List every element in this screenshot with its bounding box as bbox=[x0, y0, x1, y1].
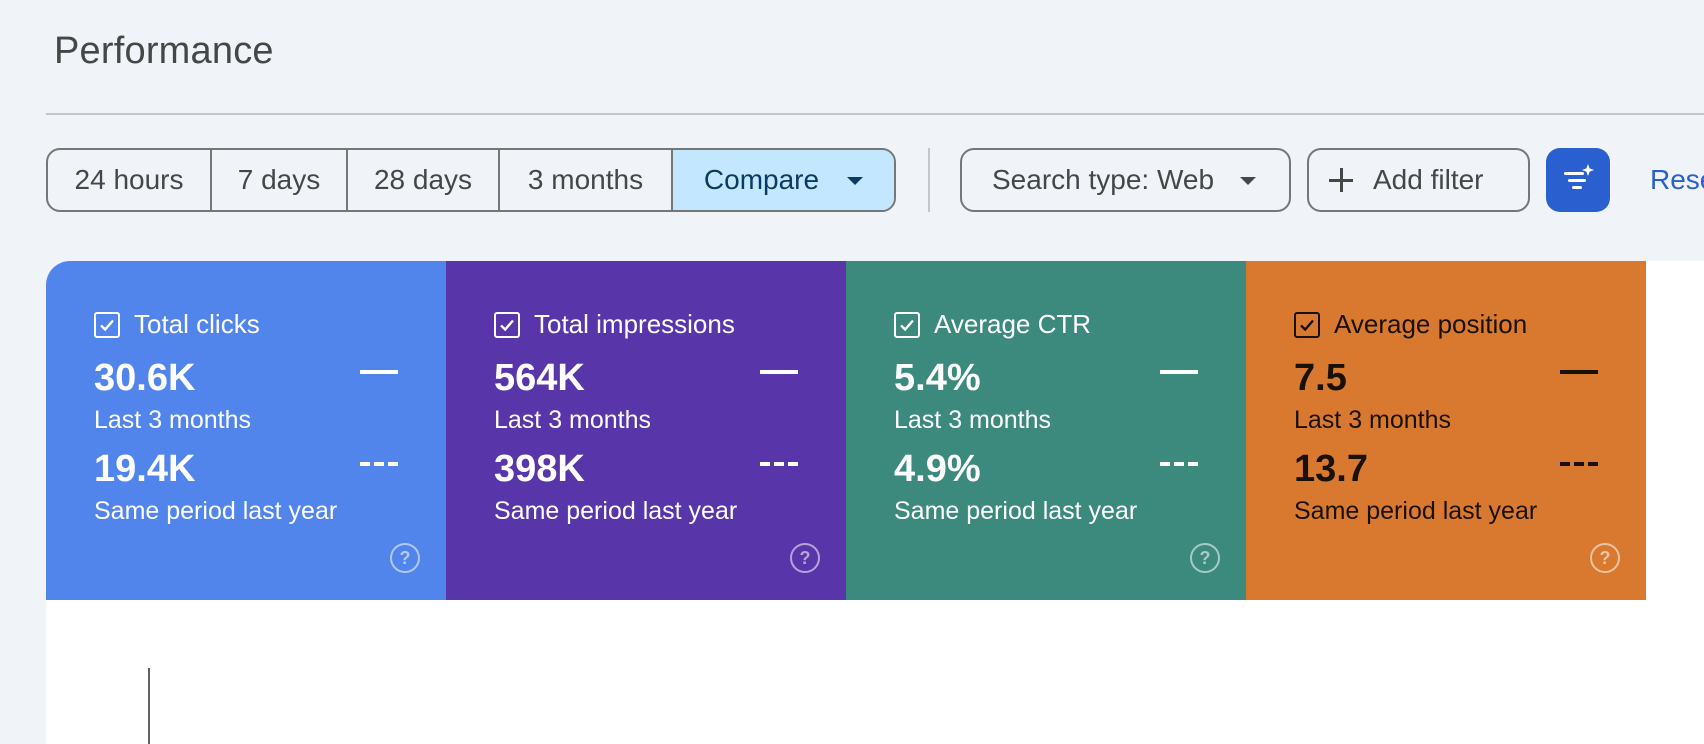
metric-label: Average CTR bbox=[934, 309, 1092, 339]
solid-line-legend bbox=[1160, 370, 1198, 374]
search-type-label: Search type: Web bbox=[992, 164, 1215, 195]
solid-line-legend bbox=[760, 370, 798, 374]
current-value: 30.6K bbox=[94, 357, 196, 399]
title-divider bbox=[46, 113, 1704, 115]
dashed-line-legend bbox=[1160, 462, 1198, 466]
chevron-down-icon bbox=[1240, 177, 1257, 185]
dashed-line-legend bbox=[760, 462, 798, 466]
check-icon[interactable] bbox=[1294, 311, 1320, 338]
card-row-background bbox=[1646, 261, 1704, 600]
search-type-dropdown[interactable]: Search type: Web bbox=[960, 148, 1291, 212]
compare-label: Compare bbox=[703, 164, 820, 195]
current-period-label: Last 3 months bbox=[1294, 406, 1452, 434]
total-clicks-card[interactable]: Total clicks 30.6K Last 3 months 19.4K S… bbox=[46, 261, 446, 600]
card-header: Average position bbox=[1294, 309, 1527, 340]
range-3-months-button[interactable]: 3 months bbox=[500, 150, 673, 210]
sparkle-filter-icon bbox=[1564, 164, 1594, 189]
chart-y-axis bbox=[148, 668, 150, 744]
range-24-hours-button[interactable]: 24 hours bbox=[48, 150, 212, 210]
current-period-label: Last 3 months bbox=[494, 406, 652, 434]
previous-period-label: Same period last year bbox=[894, 497, 1138, 525]
previous-value: 398K bbox=[494, 448, 585, 490]
card-header: Total impressions bbox=[494, 309, 735, 340]
add-filter-button[interactable]: Add filter bbox=[1307, 148, 1530, 212]
card-header: Total clicks bbox=[94, 309, 260, 340]
current-value: 5.4% bbox=[894, 357, 981, 399]
toolbar-divider bbox=[928, 148, 930, 212]
previous-period-label: Same period last year bbox=[494, 497, 738, 525]
help-icon[interactable]: ? bbox=[390, 543, 420, 573]
check-icon[interactable] bbox=[894, 311, 920, 338]
solid-line-legend bbox=[360, 370, 398, 374]
metric-label: Total impressions bbox=[534, 309, 735, 339]
dashed-line-legend bbox=[1560, 462, 1598, 466]
range-7-days-button[interactable]: 7 days bbox=[212, 150, 348, 210]
help-icon[interactable]: ? bbox=[790, 543, 820, 573]
check-icon[interactable] bbox=[94, 311, 120, 338]
metric-label: Average position bbox=[1334, 309, 1528, 339]
total-impressions-card[interactable]: Total impressions 564K Last 3 months 398… bbox=[446, 261, 846, 600]
previous-value: 13.7 bbox=[1294, 448, 1368, 490]
compare-dropdown-button[interactable]: Compare bbox=[673, 150, 894, 210]
chevron-down-icon bbox=[847, 177, 864, 185]
average-ctr-card[interactable]: Average CTR 5.4% Last 3 months 4.9% Same… bbox=[846, 261, 1246, 600]
current-value: 7.5 bbox=[1294, 357, 1347, 399]
dashed-line-legend bbox=[360, 462, 398, 466]
toolbar: 24 hours 7 days 28 days 3 months Compare… bbox=[0, 148, 1704, 212]
page-title: Performance bbox=[54, 30, 274, 72]
date-range-group: 24 hours 7 days 28 days 3 months Compare bbox=[46, 148, 896, 212]
range-28-days-button[interactable]: 28 days bbox=[348, 150, 500, 210]
previous-period-label: Same period last year bbox=[1294, 497, 1538, 525]
check-icon[interactable] bbox=[494, 311, 520, 338]
card-header: Average CTR bbox=[894, 309, 1091, 340]
help-icon[interactable]: ? bbox=[1590, 543, 1620, 573]
previous-period-label: Same period last year bbox=[94, 497, 338, 525]
previous-value: 19.4K bbox=[94, 448, 196, 490]
current-period-label: Last 3 months bbox=[94, 406, 252, 434]
plus-icon bbox=[1329, 168, 1353, 192]
metric-label: Total clicks bbox=[134, 309, 260, 339]
add-filter-label: Add filter bbox=[1373, 164, 1484, 195]
metric-cards: Total clicks 30.6K Last 3 months 19.4K S… bbox=[46, 261, 1646, 600]
performance-chart-area bbox=[46, 600, 1704, 744]
reset-filters-link[interactable]: Rese bbox=[1650, 164, 1704, 195]
current-period-label: Last 3 months bbox=[894, 406, 1052, 434]
solid-line-legend bbox=[1560, 370, 1598, 374]
ai-filter-button[interactable] bbox=[1546, 148, 1610, 212]
current-value: 564K bbox=[494, 357, 585, 399]
help-icon[interactable]: ? bbox=[1190, 543, 1220, 573]
previous-value: 4.9% bbox=[894, 448, 981, 490]
average-position-card[interactable]: Average position 7.5 Last 3 months 13.7 … bbox=[1246, 261, 1646, 600]
